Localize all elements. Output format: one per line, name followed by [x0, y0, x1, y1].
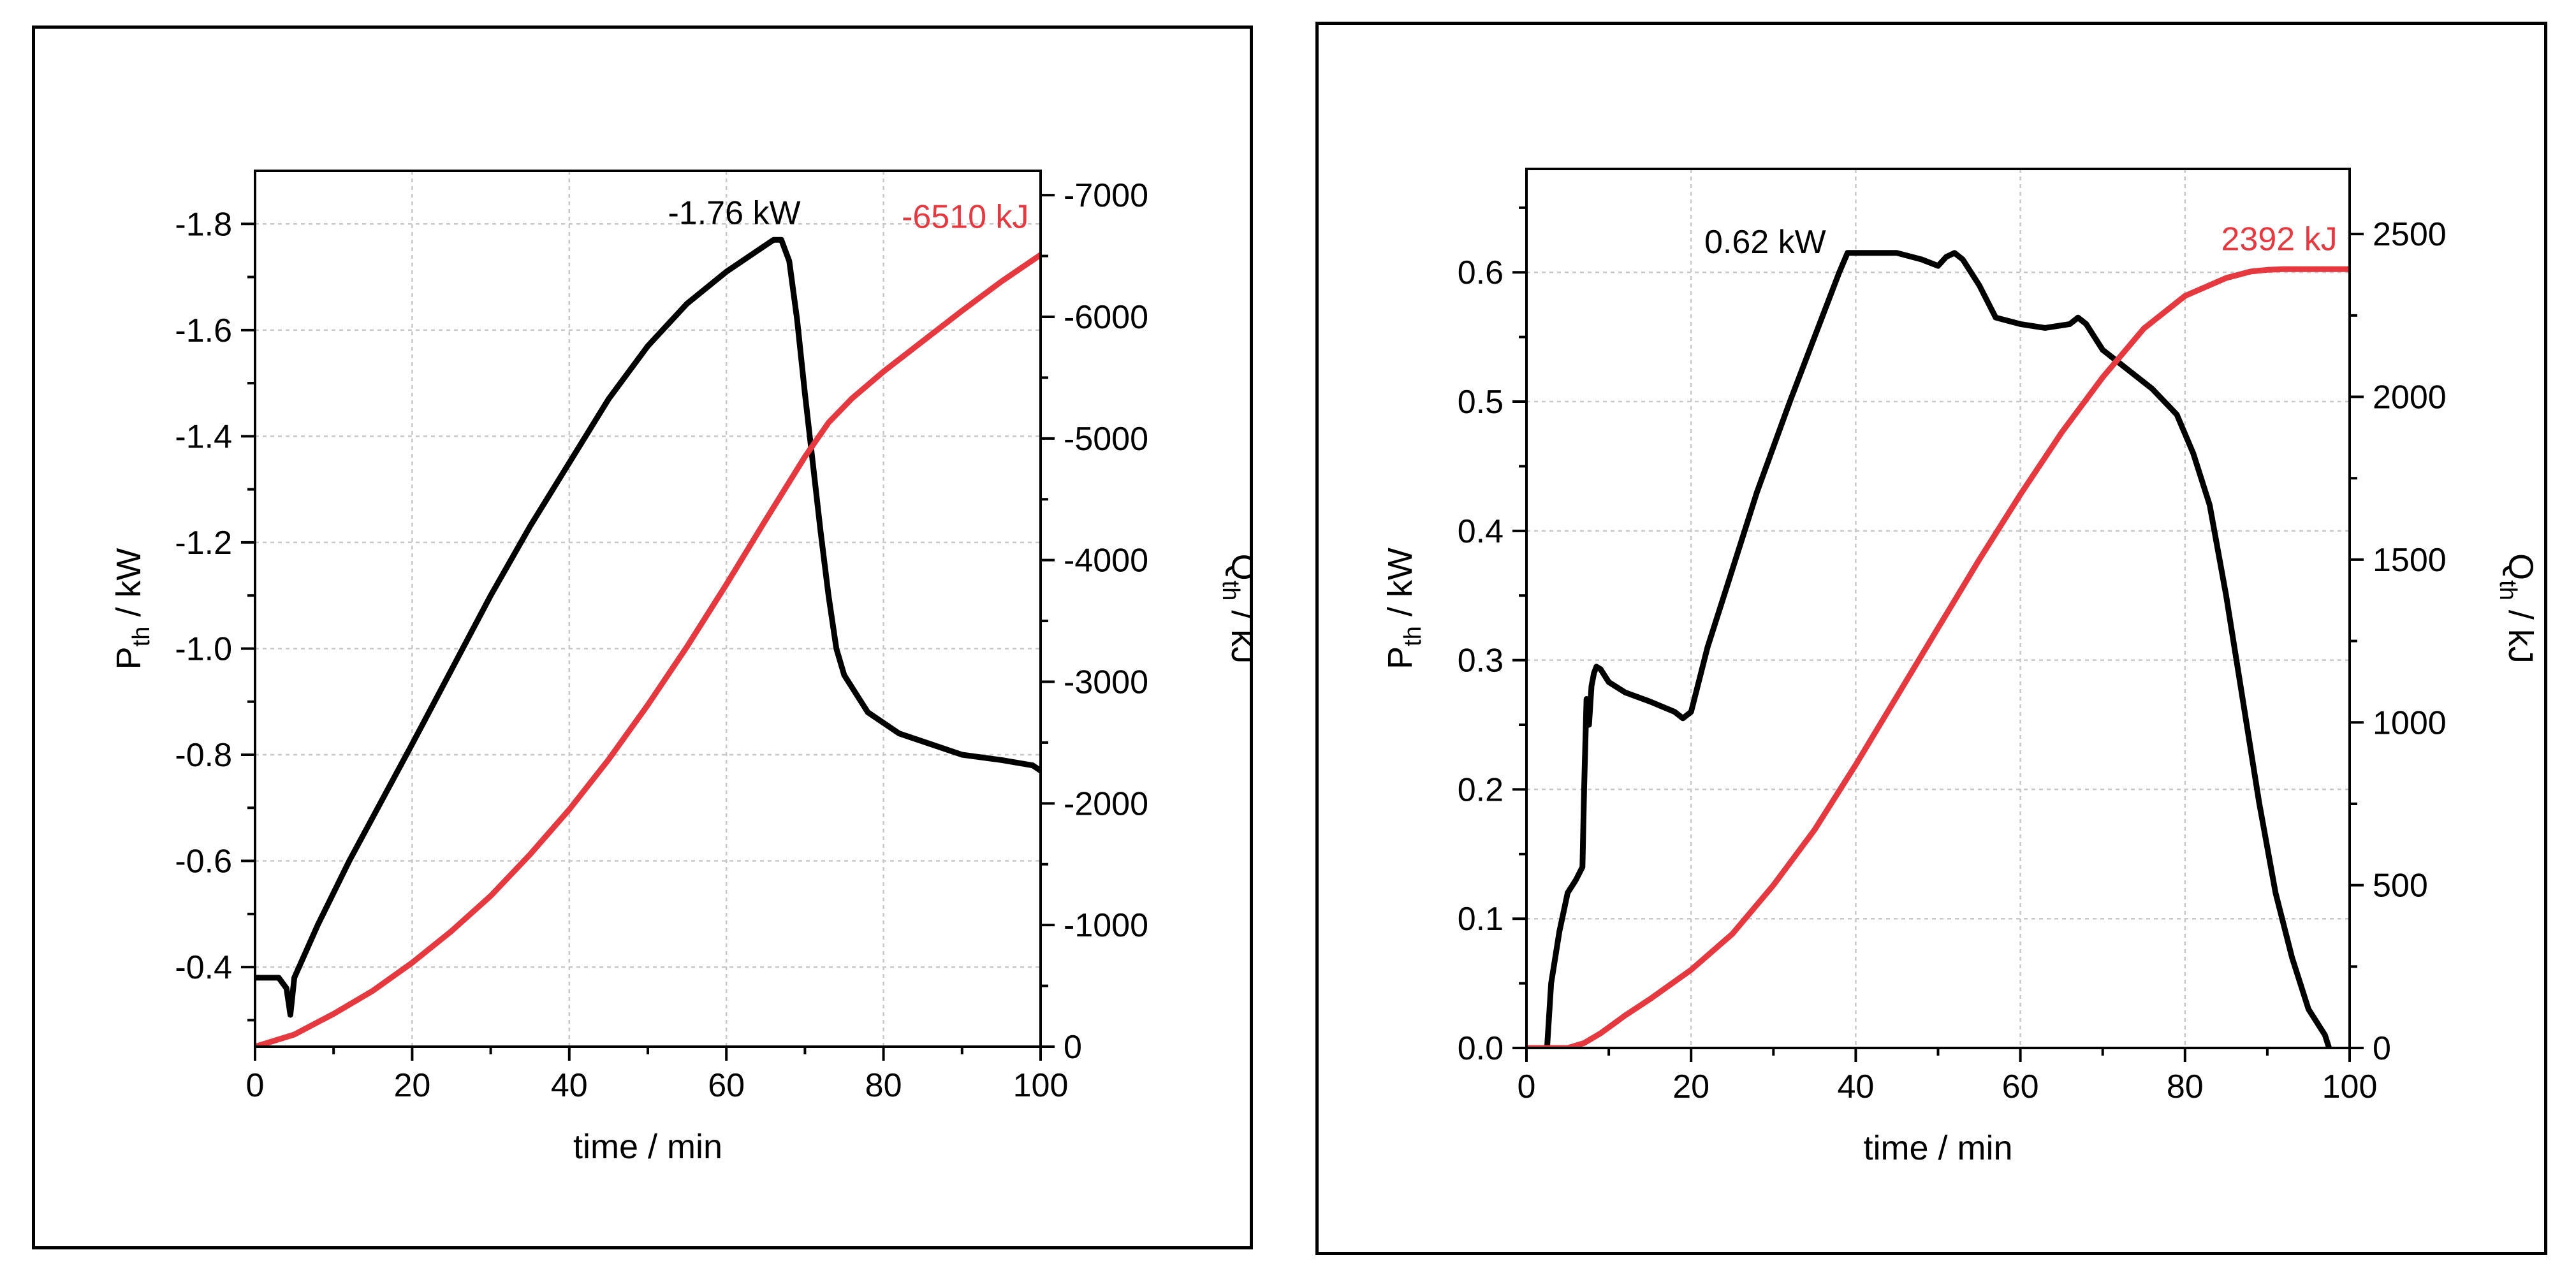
- left-y-tick-label: -1.6: [175, 312, 232, 349]
- right-y-axis-title: Qth / kJ: [2494, 553, 2540, 664]
- right-y-tick-label: 500: [2373, 868, 2428, 905]
- right-y-tick-label: -7000: [1064, 177, 1148, 214]
- left-y-axis-ticks: [241, 222, 255, 1022]
- x-tick-label: 0: [1518, 1068, 1536, 1105]
- left-y-axis-title: Pth / kW: [110, 548, 155, 670]
- right-y-axis-ticks: [1041, 194, 1055, 1048]
- right-chart-panel: 0 20 40 60 80 100 time / min 0.0 0.1 0.2 0.3 0.4 0.5…: [1315, 22, 2547, 1255]
- peak-power-annotation: 0.62 kW: [1704, 224, 1826, 261]
- left-y-tick-label: -0.8: [175, 737, 232, 774]
- x-tick-label: 40: [1837, 1068, 1874, 1105]
- right-y-tick-label: 1500: [2373, 542, 2447, 579]
- left-chart-panel: 0 20 40 60 80 100 time / min -0.4 -0.6 -0.8 -1.0 -1…: [32, 25, 1262, 1249]
- x-tick-label: 60: [2002, 1068, 2039, 1105]
- right-y-tick-label: -2000: [1064, 785, 1148, 822]
- left-y-axis-title-sub: th: [1400, 626, 1426, 646]
- left-y-axis-title-sub: th: [128, 627, 155, 647]
- left-y-tick-label: -1.0: [175, 630, 232, 667]
- left-y-axis-ticks: [1512, 206, 1526, 1049]
- x-tick-label: 100: [1013, 1067, 1069, 1104]
- right-y-tick-label: -6000: [1064, 299, 1148, 336]
- right-y-tick-label: -5000: [1064, 421, 1148, 458]
- left-y-tick-label: -1.8: [175, 206, 232, 243]
- right-y-axis-title-unit: / kJ: [2501, 600, 2540, 664]
- x-tick-label: 0: [246, 1067, 265, 1104]
- left-y-tick-label: -0.4: [175, 949, 232, 986]
- total-heat-annotation: 2392 kJ: [2221, 221, 2337, 258]
- right-y-axis-title-sub: th: [2494, 580, 2521, 600]
- plot-area-border: [254, 170, 1042, 1048]
- x-tick-label: 100: [2322, 1068, 2378, 1105]
- right-y-axis-title-main: Q: [2501, 553, 2540, 580]
- right-y-axis-title-unit: / kJ: [1224, 600, 1250, 664]
- x-tick-label: 20: [1672, 1068, 1709, 1105]
- right-y-tick-label: 0: [2373, 1030, 2391, 1067]
- gridlines: [1526, 169, 2350, 1049]
- heat-series-line: [1526, 266, 2350, 1048]
- x-tick-label: 80: [2167, 1068, 2204, 1105]
- total-heat-annotation: -6510 kJ: [902, 199, 1028, 236]
- left-y-axis-title-unit: / kW: [1381, 548, 1419, 626]
- gridlines: [255, 171, 1041, 1047]
- left-y-tick-label: 0.5: [1458, 384, 1504, 421]
- left-chart: 0 20 40 60 80 100 time / min -0.4 -0.6 -0.8 -1.0 -1…: [110, 170, 1262, 1166]
- x-tick-label: 60: [708, 1067, 745, 1104]
- power-series-line: [1544, 250, 2332, 1048]
- right-y-tick-label: -3000: [1064, 664, 1148, 701]
- x-tick-label: 80: [865, 1067, 902, 1104]
- right-y-axis-title-sub: th: [1217, 581, 1244, 601]
- power-series-line: [255, 236, 1041, 1018]
- right-y-axis-title: Qth / kJ: [1217, 554, 1250, 664]
- x-axis-title: time / min: [1863, 1129, 2012, 1167]
- right-y-axis-title-main: Q: [1224, 554, 1250, 581]
- x-axis-ticks: [1525, 1048, 2351, 1062]
- left-y-axis-title-unit: / kW: [110, 548, 148, 627]
- right-y-axis-ticks: [2350, 233, 2364, 1049]
- left-y-tick-label: 0.0: [1458, 1030, 1504, 1067]
- left-y-tick-label: -0.6: [175, 843, 232, 880]
- x-axis-ticks: [254, 1047, 1042, 1061]
- left-y-tick-label: -1.2: [175, 525, 232, 562]
- left-y-tick-label: -1.4: [175, 418, 232, 455]
- right-y-tick-label: -4000: [1064, 542, 1148, 579]
- right-y-tick-label: -1000: [1064, 907, 1148, 944]
- right-chart: 0 20 40 60 80 100 time / min 0.0 0.1 0.2 0.3 0.4 0.5…: [1381, 168, 2540, 1167]
- left-y-axis-title: Pth / kW: [1381, 548, 1426, 669]
- heat-series-line: [255, 252, 1041, 1047]
- left-y-axis-title-main: P: [1381, 646, 1419, 669]
- peak-power-annotation: -1.76 kW: [668, 194, 800, 231]
- right-y-tick-label: 1000: [2373, 704, 2447, 741]
- left-y-tick-label: 0.2: [1458, 771, 1504, 808]
- right-y-tick-label: 2000: [2373, 379, 2447, 416]
- right-y-tick-label: 2500: [2373, 216, 2447, 253]
- right-y-tick-label: 0: [1064, 1029, 1082, 1066]
- x-tick-label: 20: [393, 1067, 430, 1104]
- left-y-tick-label: 0.1: [1458, 901, 1504, 938]
- x-tick-label: 40: [551, 1067, 588, 1104]
- left-y-axis-title-main: P: [110, 646, 148, 669]
- left-y-tick-label: 0.6: [1458, 254, 1504, 291]
- left-y-tick-label: 0.4: [1458, 513, 1504, 550]
- left-y-tick-label: 0.3: [1458, 643, 1504, 680]
- x-axis-title: time / min: [573, 1128, 722, 1166]
